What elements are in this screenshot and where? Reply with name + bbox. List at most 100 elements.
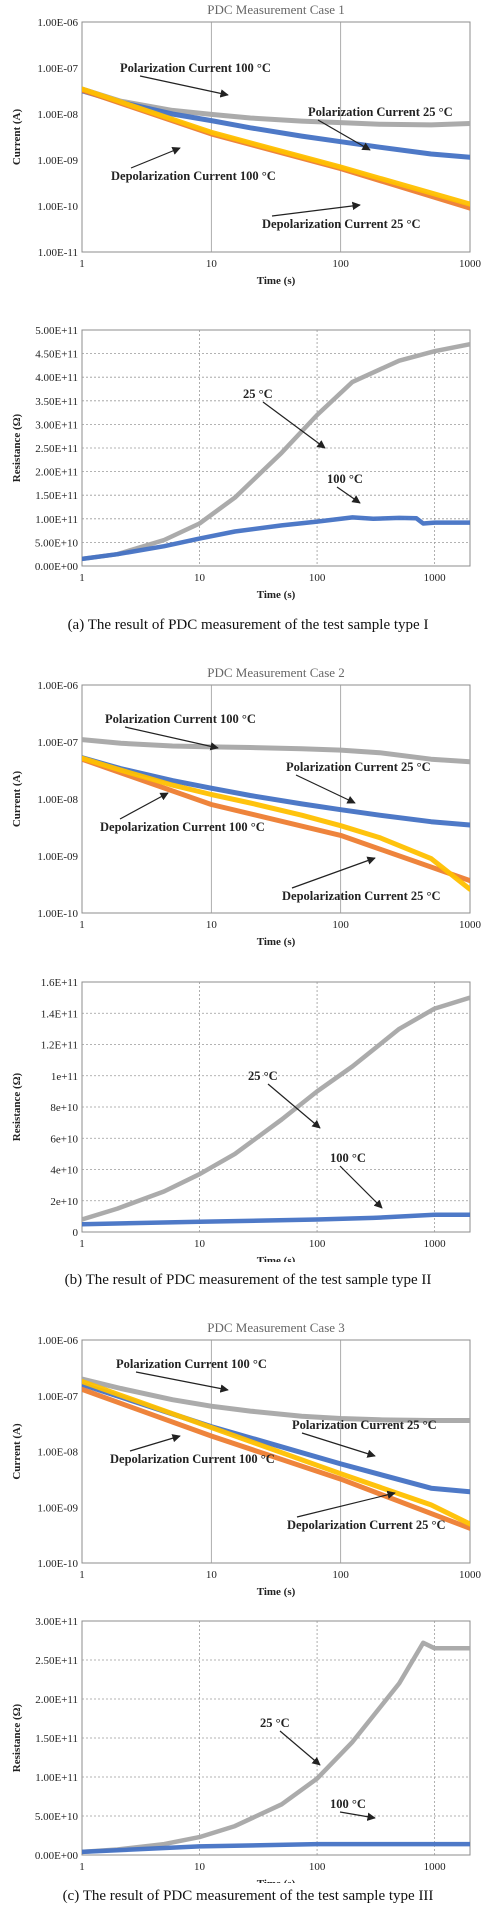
x-axis-label: Time (s) (257, 1255, 296, 1262)
y-tick-label: 1.00E-07 (37, 737, 78, 749)
y-tick-label: 1e+11 (51, 1071, 78, 1083)
annotation-label: Depolarization Current 100 °C (110, 1452, 275, 1466)
series-group (82, 86, 470, 211)
y-tick-label: 1.00E+11 (35, 514, 78, 526)
x-tick-label: 10 (194, 572, 206, 584)
x-tick-label: 10 (194, 1238, 206, 1250)
annotation-arrow (296, 1490, 396, 1518)
y-tick-label: 3.00E+11 (35, 1616, 78, 1628)
y-tick-label: 5.00E+10 (35, 537, 79, 549)
chart-svg-c-resistance: 0.00E+00 5.00E+10 1.00E+11 1.50E+11 2.00E+11… (11, 1616, 471, 1883)
y-tick-label: 2.00E+11 (35, 1694, 78, 1706)
series-line-polarization-current-100-c (82, 737, 470, 765)
x-axis-label: Time (s) (257, 1878, 296, 1883)
annotation-arrow (129, 1434, 181, 1452)
chart-svg-c-current: PDC Measurement Case 3 1.00E-10 1.00E-09 1.… (11, 1320, 482, 1598)
y-tick-label: 1.00E-10 (37, 1558, 78, 1570)
annotation-arrow (139, 75, 229, 98)
caption-b: (b) The result of PDC measurement of the… (64, 1272, 432, 1288)
chart-title: PDC Measurement Case 3 (207, 1320, 345, 1335)
series-line-25-c (82, 995, 470, 1222)
annotation-arrow (262, 401, 326, 449)
y-tick-label: 1.00E-07 (37, 1391, 78, 1403)
plot-area (81, 21, 471, 253)
annotation-label: Depolarization Current 25 °C (282, 889, 441, 903)
x-axis-label: Time (s) (257, 589, 296, 601)
series-group (82, 341, 470, 562)
y-tick-label: 1.00E-08 (37, 794, 78, 806)
y-tick-label: 1.50E+11 (35, 1733, 78, 1745)
series-line-100-c (82, 1841, 470, 1855)
annotation-label: Polarization Current 25 °C (292, 1418, 437, 1432)
series-group (82, 1640, 470, 1855)
annotation-label: Polarization Current 100 °C (105, 712, 256, 726)
annotation-arrow (339, 1165, 383, 1209)
series-line-depolarization-current-25-c (82, 755, 470, 892)
annotation-arrow (267, 1083, 321, 1129)
y-tick-label: 1.00E-06 (37, 1335, 78, 1347)
annotation-arrow (119, 792, 169, 820)
x-tick-label: 1 (79, 1861, 85, 1873)
y-tick-label: 5.00E+11 (35, 325, 78, 337)
annotation-label: Polarization Current 25 °C (308, 105, 453, 119)
series-group (82, 1376, 470, 1531)
x-tick-label: 1000 (459, 258, 482, 270)
annotation-label: 100 °C (330, 1797, 366, 1811)
x-tick-label: 10 (206, 258, 218, 270)
y-tick-label: 8e+10 (50, 1102, 78, 1114)
annotation-label: 100 °C (330, 1151, 366, 1165)
x-tick-label: 100 (309, 572, 326, 584)
annotation-label: 25 °C (243, 387, 273, 401)
annotation-label: Polarization Current 100 °C (120, 61, 271, 75)
series-line-depolarization-current-100-c (82, 756, 470, 884)
y-tick-label: 1.00E-10 (37, 201, 78, 213)
y-tick-label: 1.00E+11 (35, 1772, 78, 1784)
series-line-depolarization-current-25-c (82, 86, 470, 207)
annotation-arrow (279, 1730, 321, 1766)
annotation-label: 25 °C (260, 1716, 290, 1730)
chart-svg-a-current: PDC Measurement Case 1 1.00E-11 1.00E-10 1.… (11, 2, 482, 287)
series-line-depolarization-current-25-c (82, 1379, 470, 1527)
x-tick-label: 100 (309, 1238, 326, 1250)
chart-a-current: PDC Measurement Case 1 1.00E-11 1.00E-10 1.… (0, 0, 496, 305)
y-tick-label: 5.00E+10 (35, 1811, 79, 1823)
annotation-arrow (291, 856, 376, 889)
y-tick-label: 2.00E+11 (35, 467, 78, 479)
annotation-label: Polarization Current 100 °C (116, 1357, 267, 1371)
series-group (82, 995, 470, 1227)
annotation-label: Depolarization Current 25 °C (287, 1518, 446, 1532)
chart-c-current: PDC Measurement Case 3 1.00E-10 1.00E-09 1.… (0, 1318, 496, 1610)
y-tick-label: 1.00E-06 (37, 17, 78, 29)
annotation-label: Depolarization Current 100 °C (100, 820, 265, 834)
annotation-label: Polarization Current 25 °C (286, 760, 431, 774)
x-tick-label: 10 (206, 919, 218, 931)
x-tick-label: 1 (79, 919, 85, 931)
y-tick-label: 4.00E+11 (35, 372, 78, 384)
y-axis-label: Current (A) (11, 771, 23, 828)
series-line-polarization-current-100-c (82, 1376, 470, 1423)
x-tick-label: 100 (332, 919, 349, 931)
y-tick-label: 2.50E+11 (35, 443, 78, 455)
y-axis-label: Resistance (Ω) (11, 1072, 23, 1141)
chart-title: PDC Measurement Case 2 (207, 665, 345, 680)
y-tick-label: 4.50E+11 (35, 349, 78, 361)
x-axis-label: Time (s) (257, 275, 296, 287)
series-line-polarization-current-25-c (82, 755, 470, 828)
y-axis-label: Resistance (Ω) (11, 1703, 23, 1772)
x-tick-label: 1000 (424, 1238, 447, 1250)
y-tick-label: 6e+10 (50, 1133, 78, 1145)
chart-svg-b-current: PDC Measurement Case 2 1.00E-10 1.00E-09 1.… (11, 665, 482, 948)
x-tick-label: 1 (79, 572, 85, 584)
x-tick-label: 1000 (424, 1861, 447, 1873)
y-tick-label: 1.00E-10 (37, 908, 78, 920)
x-tick-label: 10 (206, 1569, 218, 1581)
chart-svg-a-resistance: 0.00E+00 5.00E+10 1.00E+11 1.50E+11 2.00E+11… (11, 325, 471, 601)
chart-svg-b-resistance: 0 2e+10 4e+10 6e+10 8e+10 1e+11 1.2E+11 1.4E+11… (11, 977, 471, 1262)
chart-c-resistance: 0.00E+00 5.00E+10 1.00E+11 1.50E+11 2.00E+11… (0, 1615, 496, 1883)
series-line-depolarization-current-100-c (82, 1386, 470, 1531)
x-tick-label: 10 (194, 1861, 206, 1873)
series-line-25-c (82, 341, 470, 562)
y-tick-label: 1.6E+11 (41, 977, 78, 989)
y-tick-label: 4e+10 (50, 1165, 78, 1177)
y-tick-label: 1.00E-11 (38, 247, 78, 259)
